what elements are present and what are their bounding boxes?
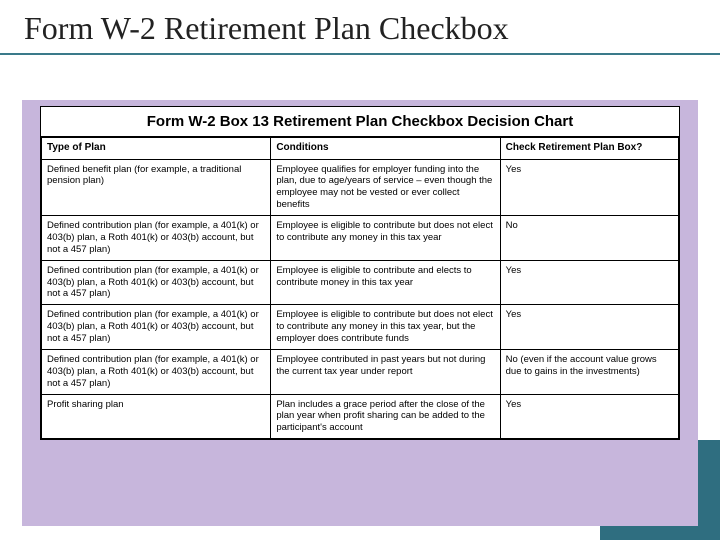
cell-conditions: Employee is eligible to contribute and e…: [271, 260, 500, 305]
cell-conditions: Plan includes a grace period after the c…: [271, 394, 500, 439]
table-row: Defined contribution plan (for example, …: [42, 305, 679, 350]
cell-conditions: Employee qualifies for employer funding …: [271, 159, 500, 216]
cell-conditions: Employee is eligible to contribute but d…: [271, 305, 500, 350]
decision-chart: Form W-2 Box 13 Retirement Plan Checkbox…: [40, 106, 680, 440]
body-area: Form W-2 Box 13 Retirement Plan Checkbox…: [0, 100, 720, 540]
cell-type: Defined contribution plan (for example, …: [42, 305, 271, 350]
cell-type: Defined benefit plan (for example, a tra…: [42, 159, 271, 216]
title-area: Form W-2 Retirement Plan Checkbox: [0, 0, 720, 55]
cell-check: Yes: [500, 260, 678, 305]
col-header-type: Type of Plan: [42, 138, 271, 160]
cell-check: No: [500, 216, 678, 261]
table-row: Defined contribution plan (for example, …: [42, 349, 679, 394]
cell-conditions: Employee contributed in past years but n…: [271, 349, 500, 394]
cell-conditions: Employee is eligible to contribute but d…: [271, 216, 500, 261]
cell-check: Yes: [500, 394, 678, 439]
decision-table: Type of Plan Conditions Check Retirement…: [41, 137, 679, 439]
table-row: Defined benefit plan (for example, a tra…: [42, 159, 679, 216]
col-header-check: Check Retirement Plan Box?: [500, 138, 678, 160]
table-row: Profit sharing plan Plan includes a grac…: [42, 394, 679, 439]
col-header-conditions: Conditions: [271, 138, 500, 160]
table-header-row: Type of Plan Conditions Check Retirement…: [42, 138, 679, 160]
table-row: Defined contribution plan (for example, …: [42, 216, 679, 261]
page-title: Form W-2 Retirement Plan Checkbox: [24, 10, 696, 47]
cell-check: Yes: [500, 159, 678, 216]
chart-title: Form W-2 Box 13 Retirement Plan Checkbox…: [41, 107, 679, 137]
cell-check: Yes: [500, 305, 678, 350]
cell-type: Defined contribution plan (for example, …: [42, 216, 271, 261]
cell-check: No (even if the account value grows due …: [500, 349, 678, 394]
cell-type: Defined contribution plan (for example, …: [42, 260, 271, 305]
cell-type: Defined contribution plan (for example, …: [42, 349, 271, 394]
cell-type: Profit sharing plan: [42, 394, 271, 439]
slide: Form W-2 Retirement Plan Checkbox Form W…: [0, 0, 720, 540]
table-row: Defined contribution plan (for example, …: [42, 260, 679, 305]
